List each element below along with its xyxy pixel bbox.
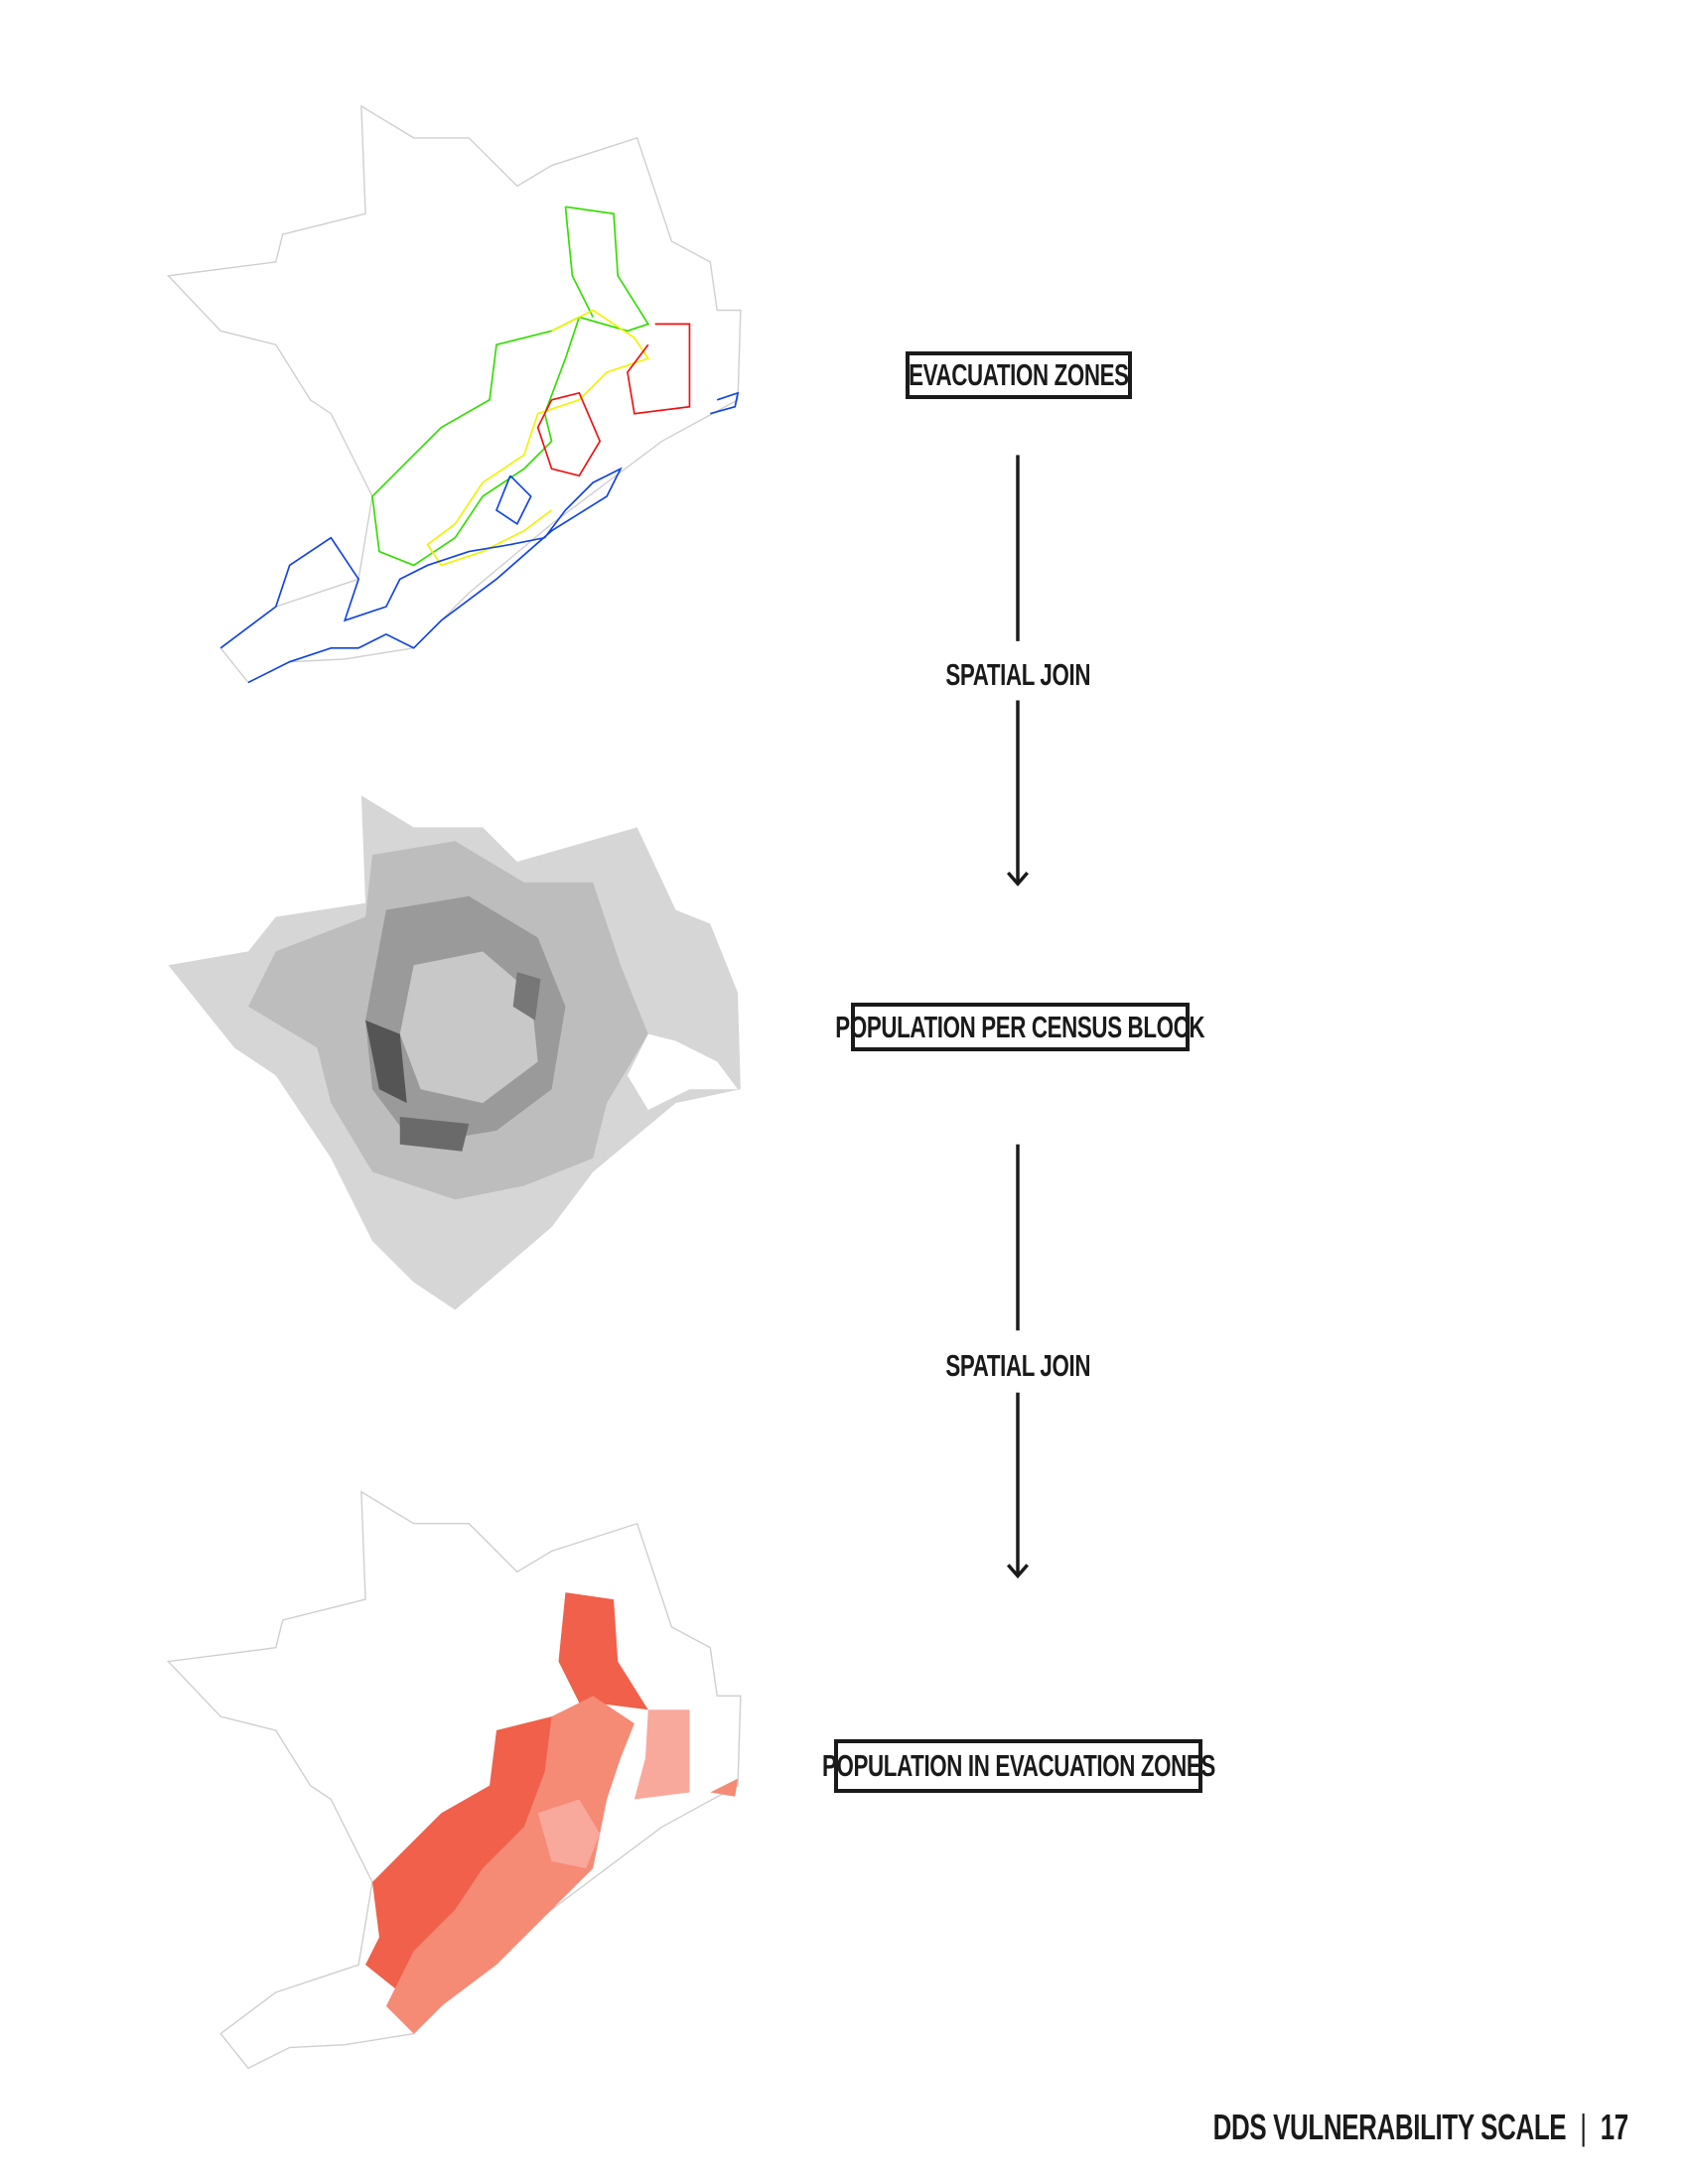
evacuation-zones-label: EVACUATION ZONES [906, 351, 1132, 399]
page-footer: DDS VULNERABILITY SCALE | 17 [1212, 2107, 1629, 2148]
evacuation-zones-map [167, 105, 742, 684]
population-evacuation-text: POPULATION IN EVACUATION ZONES [821, 1748, 1215, 1783]
footer-title: DDS VULNERABILITY SCALE [1212, 2107, 1567, 2147]
population-census-text: POPULATION PER CENSUS BLOCK [835, 1009, 1205, 1044]
footer-separator: | [1580, 2107, 1587, 2147]
population-census-map [168, 795, 741, 1310]
population-evacuation-map [167, 1491, 742, 2070]
evacuation-zones-text: EVACUATION ZONES [909, 357, 1129, 392]
spatial-join-label-2: SPATIAL JOIN [945, 1348, 1090, 1383]
population-evacuation-label: POPULATION IN EVACUATION ZONES [822, 1739, 1215, 1793]
population-census-label: POPULATION PER CENSUS BLOCK [836, 1003, 1205, 1051]
arrow-head-icon [1006, 872, 1030, 887]
spatial-join-label-1: SPATIAL JOIN [945, 657, 1090, 692]
arrow-head-icon [1006, 1564, 1030, 1579]
page-number: 17 [1600, 2107, 1628, 2147]
